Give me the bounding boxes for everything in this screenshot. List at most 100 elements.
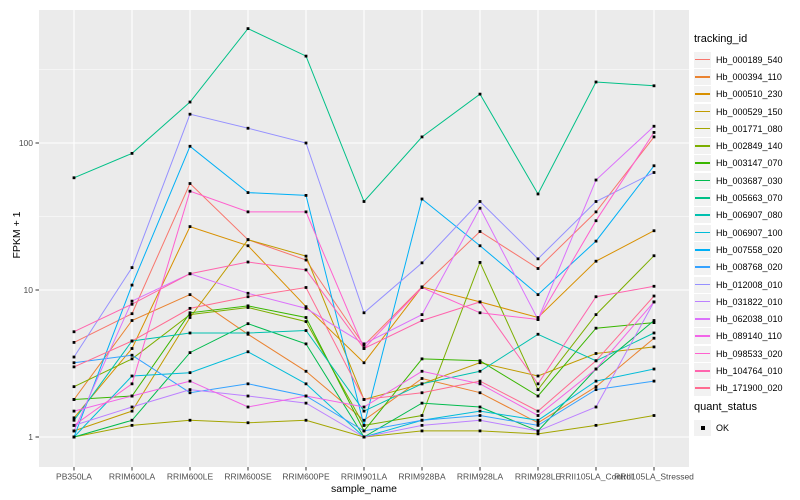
data-point — [304, 286, 308, 289]
data-point — [594, 200, 598, 203]
data-point — [594, 405, 598, 409]
x-tick-label: RRIM928LE — [515, 472, 562, 482]
legend-item-label: Hb_104764_010 — [716, 365, 783, 376]
data-point — [304, 258, 308, 262]
data-point — [594, 359, 598, 363]
legend-item-Hb_089140_110: Hb_089140_110 — [694, 328, 783, 345]
data-point — [652, 164, 656, 168]
data-point — [130, 382, 134, 386]
legend-key-swatch — [694, 86, 711, 103]
data-point — [72, 341, 76, 344]
data-point — [594, 239, 598, 243]
data-point — [72, 418, 76, 422]
legend-item-Hb_098533_020: Hb_098533_020 — [694, 345, 783, 362]
data-point — [246, 238, 250, 242]
legend-item-quant-OK: OK — [694, 419, 757, 436]
data-point — [130, 319, 134, 322]
data-point — [420, 414, 424, 417]
data-point — [478, 261, 482, 264]
legend-key-line — [695, 248, 710, 251]
data-point — [652, 379, 656, 383]
data-point — [594, 367, 598, 371]
legend-key-swatch — [694, 172, 711, 189]
data-point — [304, 369, 308, 373]
legend-item-Hb_006907_080: Hb_006907_080 — [694, 207, 783, 224]
data-point — [246, 322, 250, 326]
data-point — [188, 112, 192, 116]
data-point — [420, 357, 424, 361]
data-point — [304, 382, 308, 386]
data-point — [362, 342, 366, 346]
data-point — [188, 144, 192, 148]
x-tick-label: RRIM600PE — [282, 472, 330, 482]
legend-item-Hb_003687_030: Hb_003687_030 — [694, 172, 783, 189]
x-axis-title: sample_name — [331, 483, 397, 495]
data-point — [362, 418, 366, 422]
data-point — [130, 347, 134, 350]
data-point — [652, 367, 656, 371]
data-point — [72, 409, 76, 413]
legend-key-swatch — [694, 362, 711, 379]
legend-key-line — [695, 179, 710, 182]
legend-key-swatch — [694, 190, 711, 207]
data-point — [652, 336, 656, 340]
data-point — [130, 299, 134, 303]
data-point — [188, 293, 192, 297]
data-point — [536, 418, 540, 422]
x-tick-label: RRII105LA_Control — [559, 472, 633, 482]
data-point — [72, 416, 76, 420]
data-point — [652, 294, 656, 298]
data-point — [478, 379, 482, 383]
data-point — [478, 429, 482, 433]
legend-key-line — [695, 369, 710, 372]
data-point — [246, 191, 250, 194]
legend-item-Hb_001771_080: Hb_001771_080 — [694, 120, 783, 137]
data-point — [652, 124, 656, 128]
data-point — [188, 225, 192, 228]
data-point — [478, 200, 482, 203]
x-tick-label: RRIM600SE — [224, 472, 272, 482]
legend-item-Hb_062038_010: Hb_062038_010 — [694, 310, 783, 328]
data-points — [72, 27, 656, 439]
data-point — [536, 409, 540, 413]
data-point — [188, 371, 192, 375]
legend-tracking-id: tracking_id Hb_000189_540 Hb_000394_110 Hb… — [694, 33, 783, 397]
data-point — [478, 382, 482, 386]
legend-key-line — [695, 266, 710, 268]
legend-item-Hb_005663_070: Hb_005663_070 — [694, 189, 783, 207]
data-point — [130, 302, 134, 306]
data-point — [304, 394, 308, 398]
data-point — [188, 331, 192, 335]
legend-key-swatch — [694, 207, 711, 224]
legend-item-Hb_171900_020: Hb_171900_020 — [694, 380, 783, 397]
legend-item-label: Hb_031822_010 — [716, 296, 783, 307]
data-point — [304, 342, 308, 346]
data-point — [72, 429, 76, 433]
data-point — [130, 339, 134, 343]
data-point — [652, 345, 656, 349]
data-point — [652, 135, 656, 139]
legend-key-line — [695, 162, 710, 165]
data-point — [652, 331, 656, 335]
x-tick-label: PB350LA — [56, 472, 92, 482]
data-point — [420, 401, 424, 405]
data-point — [362, 200, 366, 203]
data-point — [130, 312, 134, 316]
x-tick-label: RRIM600LA — [109, 472, 156, 482]
data-point — [536, 192, 540, 196]
data-point — [72, 365, 76, 369]
legend-key-swatch — [694, 419, 711, 436]
data-point — [246, 382, 250, 386]
legend-key-swatch — [694, 68, 711, 85]
data-point — [652, 131, 656, 134]
data-point — [594, 259, 598, 263]
data-point — [478, 361, 482, 365]
data-point — [188, 379, 192, 383]
data-point — [130, 409, 134, 413]
data-point — [594, 388, 598, 392]
legend-key-swatch — [694, 120, 711, 137]
legend-key-swatch — [694, 103, 711, 120]
data-point — [304, 320, 308, 323]
legend-key-line — [695, 352, 710, 355]
